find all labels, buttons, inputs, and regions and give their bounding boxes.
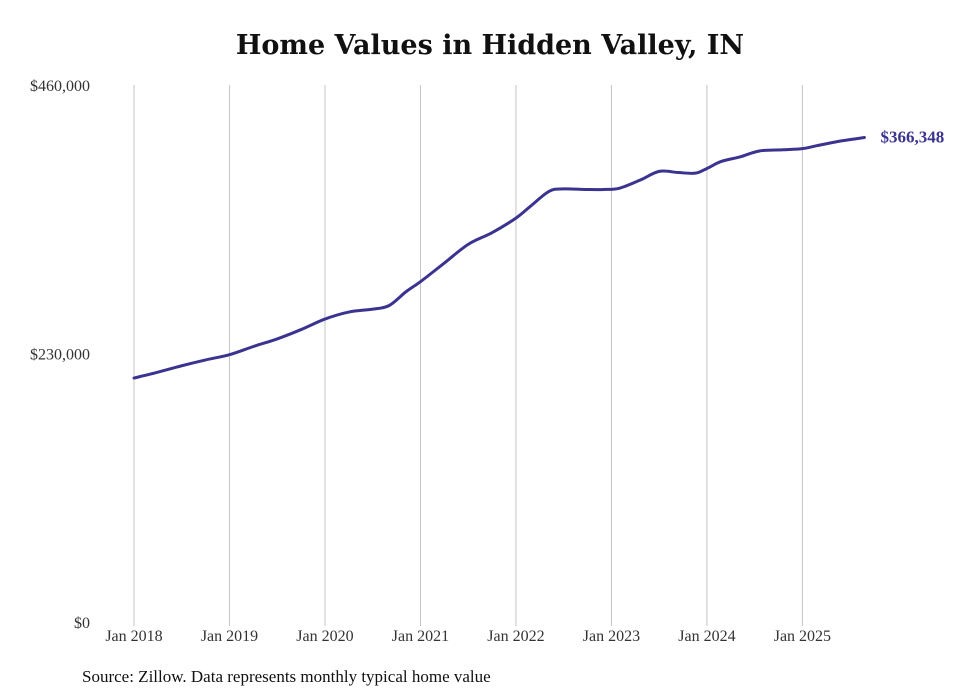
y-tick-label: $460,000 [30, 78, 90, 95]
source-note: Source: Zillow. Data represents monthly … [82, 667, 491, 686]
y-tick-label: $230,000 [30, 347, 90, 364]
x-tick-label: Jan 2021 [392, 628, 449, 645]
x-tick-label: Jan 2020 [296, 628, 353, 645]
x-tick-label: Jan 2024 [678, 628, 735, 645]
x-tick-label: Jan 2025 [774, 628, 831, 645]
y-tick-label: $0 [74, 615, 90, 632]
x-tick-label: Jan 2019 [201, 628, 258, 645]
x-tick-label: Jan 2022 [487, 628, 544, 645]
end-value-label: $366,348 [880, 128, 944, 147]
chart-title: Home Values in Hidden Valley, IN [235, 30, 745, 61]
series-layer: $366,348 [132, 128, 944, 380]
x-tick-label: Jan 2023 [583, 628, 640, 645]
gridlines [133, 85, 803, 626]
series-line-0 [132, 136, 866, 380]
axis-labels: Jan 2018 Jan 2019 Jan 2020 Jan 2021 Jan 2022… [30, 78, 831, 645]
x-tick-label: Jan 2018 [105, 628, 162, 645]
